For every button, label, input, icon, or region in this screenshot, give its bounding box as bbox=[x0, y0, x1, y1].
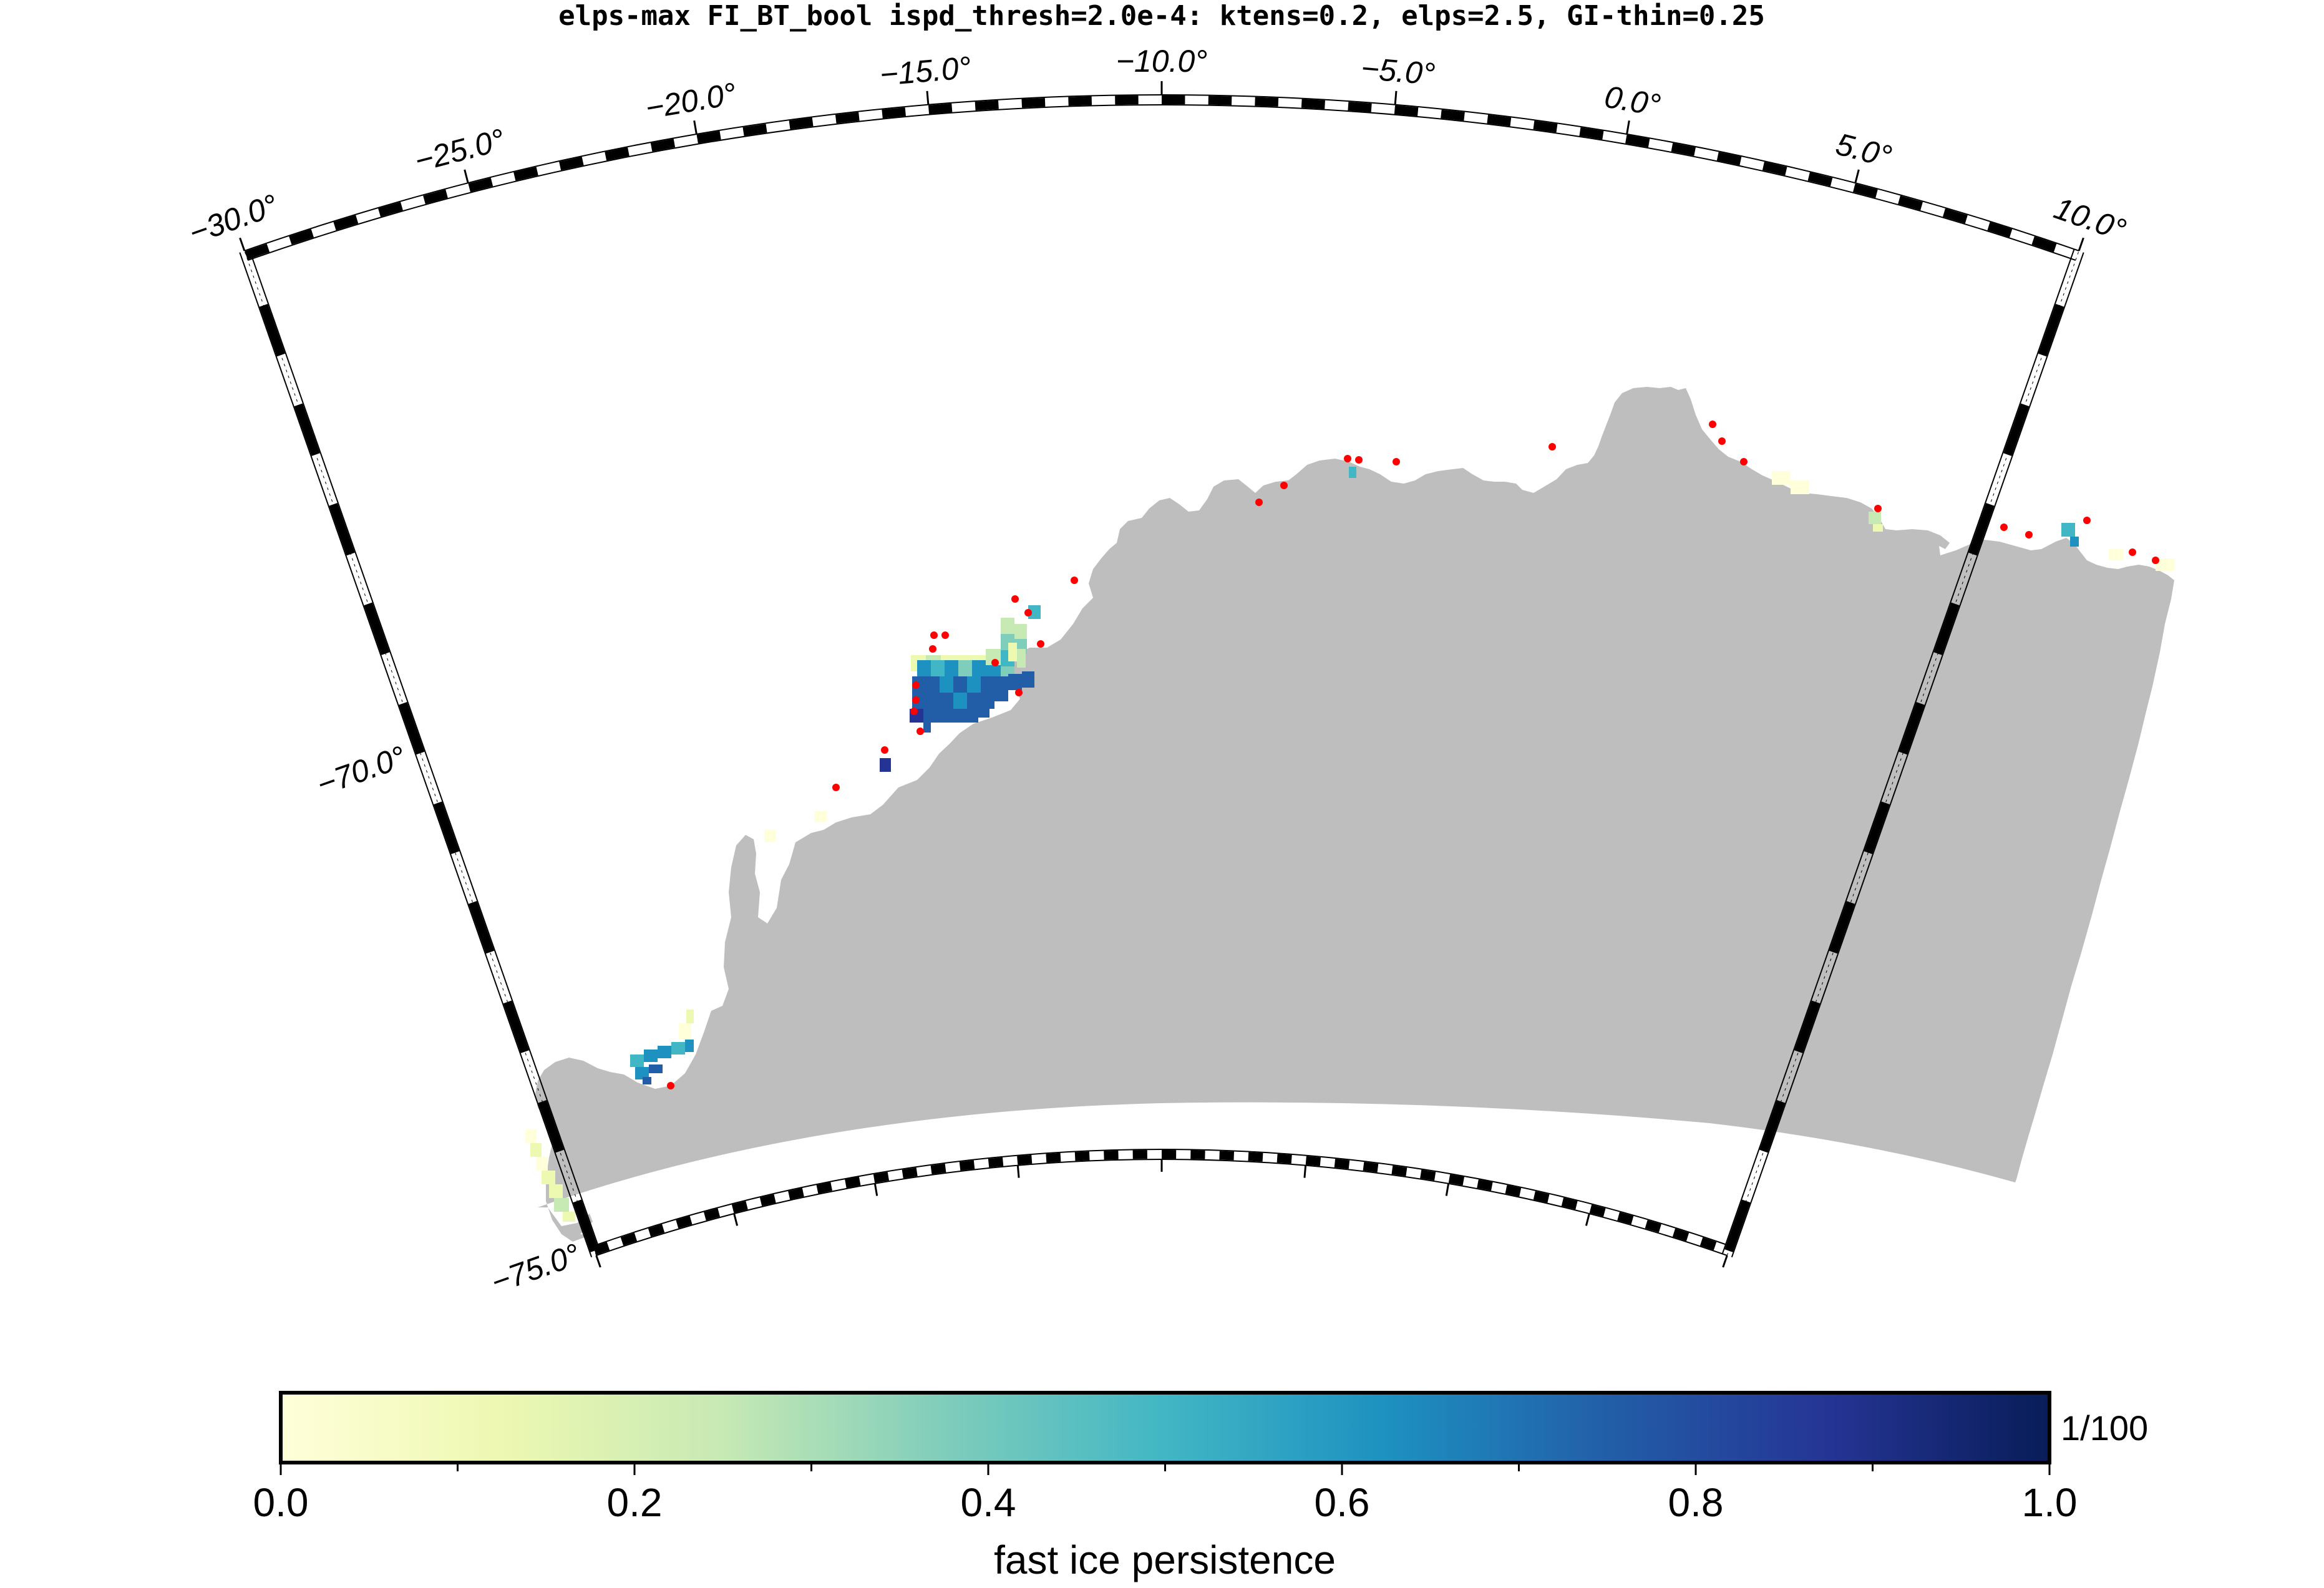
longitude-label: −30.0° bbox=[185, 187, 283, 250]
longitude-label: −25.0° bbox=[411, 122, 508, 178]
fast-ice-layer bbox=[525, 467, 2174, 1222]
longitude-label: 0.0° bbox=[1602, 79, 1663, 123]
longitude-label: −15.0° bbox=[878, 50, 973, 92]
colorbar-label: fast ice persistence bbox=[994, 1537, 1336, 1582]
red-dot-icon bbox=[1024, 609, 1032, 616]
red-dot-icon bbox=[1255, 499, 1263, 506]
colorbar-ticks: 0.0 0.2 0.4 0.6 0.8 1.0 bbox=[253, 1463, 2078, 1525]
iceberg-markers bbox=[667, 421, 2159, 1089]
red-dot-icon bbox=[1740, 458, 1748, 465]
red-dot-icon bbox=[667, 1082, 674, 1089]
colorbar-tick-label: 0.6 bbox=[1315, 1480, 1370, 1525]
figure-title: elps-max FI_BT_bool ispd_thresh=2.0e-4: … bbox=[558, 0, 1765, 32]
red-dot-icon bbox=[1037, 640, 1044, 648]
colorbar-gradient bbox=[279, 1391, 2051, 1464]
red-dot-icon bbox=[916, 728, 924, 735]
longitude-label: 5.0° bbox=[1832, 127, 1895, 175]
red-dot-icon bbox=[881, 746, 888, 754]
red-dot-icon bbox=[2025, 531, 2033, 538]
colorbar-tick-label: 0.8 bbox=[1668, 1480, 1724, 1525]
red-dot-icon bbox=[1874, 505, 1882, 512]
red-dot-icon bbox=[2000, 524, 2008, 531]
red-dot-icon bbox=[1549, 443, 1556, 451]
longitude-label: −20.0° bbox=[643, 76, 739, 126]
red-dot-icon bbox=[941, 631, 949, 639]
red-dot-icon bbox=[930, 631, 938, 639]
red-dot-icon bbox=[1393, 458, 1400, 465]
colorbar-tick-label: 0.4 bbox=[961, 1480, 1016, 1525]
red-dot-icon bbox=[991, 659, 999, 666]
red-dot-icon bbox=[910, 708, 918, 715]
red-dot-icon bbox=[1280, 482, 1288, 489]
red-dot-icon bbox=[1709, 421, 1716, 428]
longitude-labels: −30.0° −25.0° −20.0° −15.0° −10.0° −5.0° 0.0° 5… bbox=[185, 44, 2131, 1268]
longitude-label: 10.0° bbox=[2049, 190, 2130, 248]
red-dot-icon bbox=[929, 645, 936, 653]
colorbar-tick-label: 1.0 bbox=[2022, 1480, 2078, 1525]
red-dot-icon bbox=[1071, 577, 1078, 584]
colorbar-scale-label: 1/100 bbox=[2061, 1408, 2148, 1448]
latitude-label: −75.0° bbox=[487, 1237, 585, 1300]
red-dot-icon bbox=[1011, 595, 1019, 603]
red-dot-icon bbox=[1015, 689, 1023, 696]
longitude-label: −5.0° bbox=[1359, 51, 1436, 92]
red-dot-icon bbox=[2129, 548, 2136, 556]
land-layer bbox=[535, 387, 2174, 1242]
red-dot-icon bbox=[912, 696, 920, 704]
longitude-label: −10.0° bbox=[1116, 44, 1208, 79]
latitude-label: −70.0° bbox=[313, 739, 411, 802]
red-dot-icon bbox=[912, 681, 920, 689]
colorbar: 0.0 0.2 0.4 0.6 0.8 1.0 1/100 fast ice persis… bbox=[253, 1391, 2148, 1582]
map-frame bbox=[239, 94, 2084, 1258]
colorbar-tick-label: 0.2 bbox=[607, 1480, 663, 1525]
red-dot-icon bbox=[1718, 437, 1726, 445]
red-dot-icon bbox=[1344, 455, 1351, 462]
colorbar-tick-label: 0.0 bbox=[253, 1480, 309, 1525]
red-dot-icon bbox=[832, 784, 840, 791]
red-dot-icon bbox=[2152, 557, 2159, 564]
red-dot-icon bbox=[1355, 456, 1363, 464]
antarctic-land bbox=[535, 387, 2174, 1242]
red-dot-icon bbox=[2083, 517, 2091, 524]
